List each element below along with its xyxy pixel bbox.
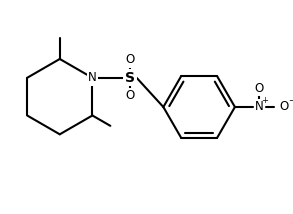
Text: O: O xyxy=(125,54,135,66)
Text: N: N xyxy=(255,101,264,113)
Text: −: − xyxy=(288,96,293,105)
Text: O: O xyxy=(125,89,135,102)
Text: +: + xyxy=(261,96,268,105)
Text: S: S xyxy=(125,71,135,85)
Text: N: N xyxy=(88,71,97,84)
Text: O: O xyxy=(255,82,264,95)
Text: O: O xyxy=(279,101,289,113)
